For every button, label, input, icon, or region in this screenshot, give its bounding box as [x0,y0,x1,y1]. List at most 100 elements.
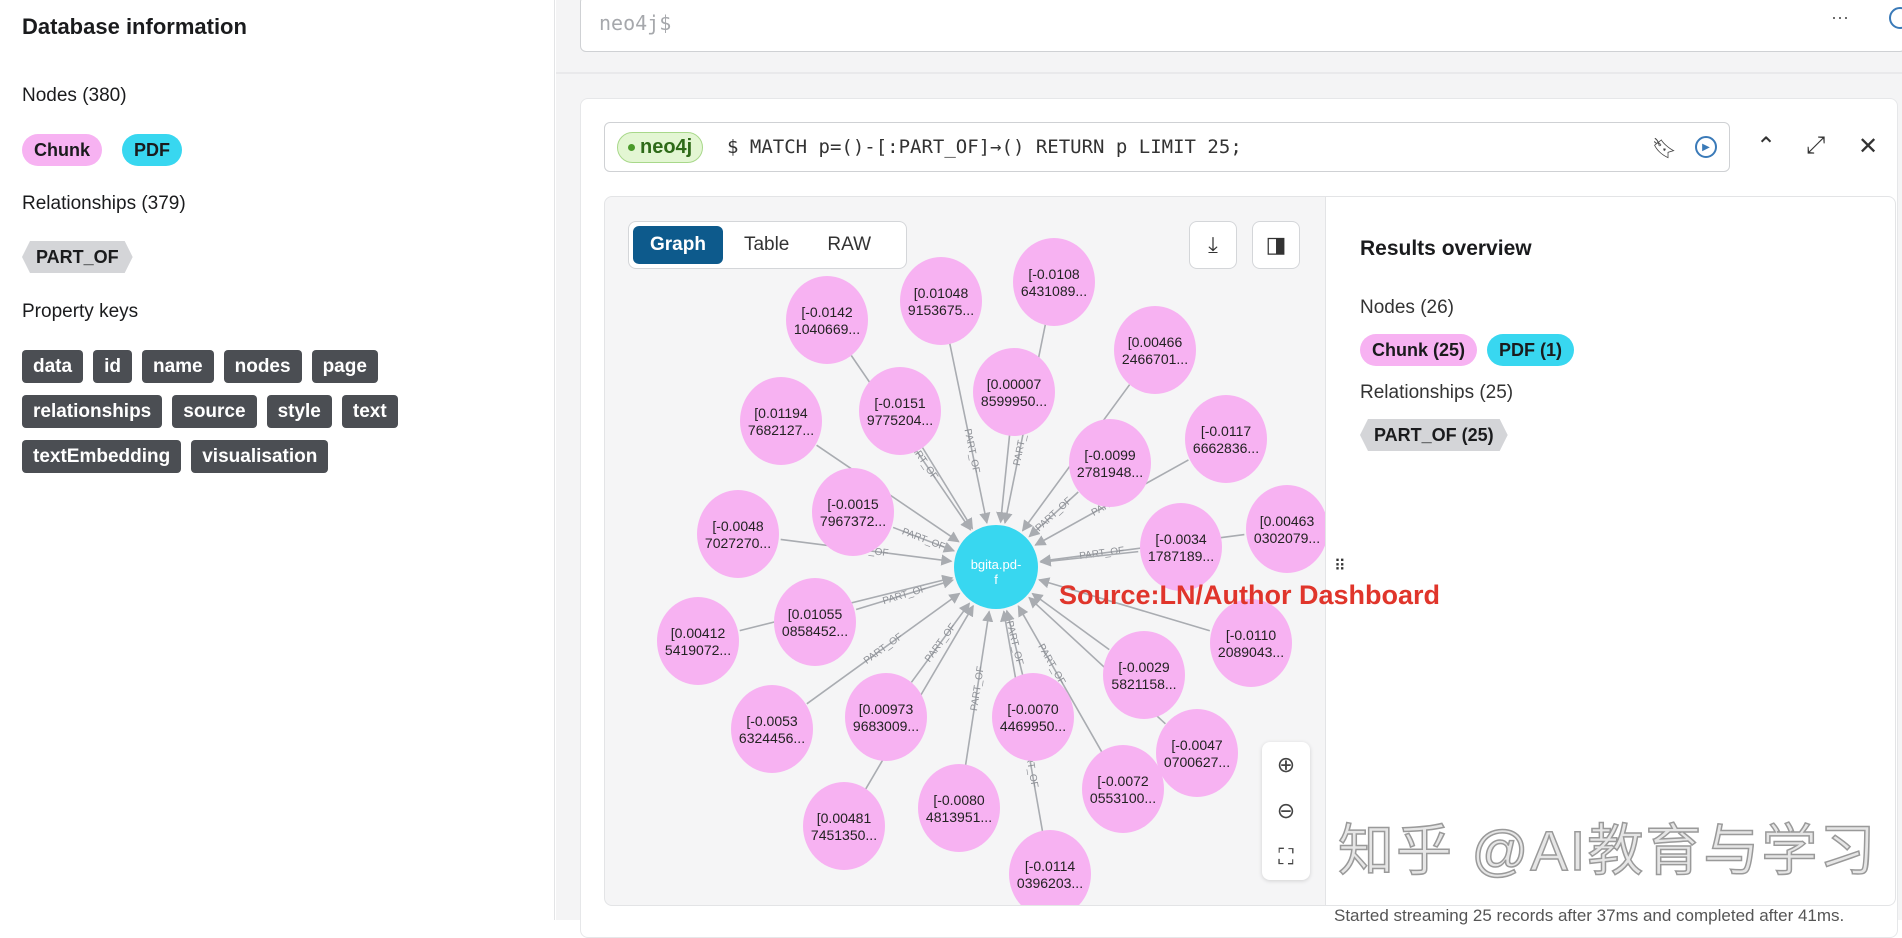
chunk-node[interactable] [900,257,982,345]
view-tabs: Graph Table RAW [628,221,907,269]
ellipsis-icon[interactable]: ··· [1831,7,1849,27]
relationship-edge[interactable] [1039,550,1139,567]
relationship-edge[interactable] [996,434,1011,524]
relationship-label: PART_OF [862,631,905,666]
property-key[interactable]: style [266,395,332,428]
chunk-node[interactable] [803,782,885,870]
download-button[interactable]: ⤓ [1189,221,1237,269]
chunk-node-label: [0.00973 [859,701,914,717]
label-chip-pdf[interactable]: PDF [122,134,182,166]
chunk-node[interactable] [740,377,822,465]
chunk-node[interactable] [1246,485,1326,573]
chunk-node-label: [-0.0117 [1201,423,1252,439]
zoom-out-icon[interactable]: ⊖ [1276,798,1296,823]
relationship-edge[interactable] [1028,491,1079,538]
query-text[interactable]: $ MATCH p=()-[:PART_OF]→() RETURN p LIMI… [727,136,1242,158]
chunk-node[interactable] [812,468,894,556]
pdf-node[interactable] [954,525,1038,609]
chunk-node[interactable] [1140,503,1222,591]
property-key[interactable]: data [22,350,84,383]
overview-chip-pdf[interactable]: PDF (1) [1487,334,1575,366]
query-bar[interactable]: neo4j $ MATCH p=()-[:PART_OF]→() RETURN … [604,122,1730,172]
zoom-in-icon[interactable]: ⊕ [1276,752,1296,777]
chunk-node-label: 0396203... [1017,875,1083,891]
chunk-node-label: [-0.0151 [874,395,926,411]
overview-chip-part-of[interactable]: PART_OF (25) [1360,419,1508,451]
watermark: 知乎 @AI教育与学习 [1337,818,1878,883]
bookmark-icon[interactable]: 🔖︎ [1651,138,1677,160]
chunk-node[interactable] [774,578,856,666]
chunk-node-label: [-0.0108 [1028,266,1080,282]
sidebar-title: Database information [22,14,247,39]
chevron-up-icon[interactable]: ⌃ [1756,133,1777,160]
graph-canvas[interactable]: PART_OF PART_OF PART_OF PART_OF PART_OF PART_… [604,196,1326,906]
tab-table[interactable]: Table [743,234,790,255]
chunk-node-label: 1787189... [1148,548,1214,564]
property-key[interactable]: name [141,350,214,383]
label-chip-chunk[interactable]: Chunk [22,134,102,166]
chunk-node[interactable] [1185,395,1267,483]
drag-handle-icon[interactable]: ⠿ [1334,558,1346,575]
chunk-node-label: [-0.0114 [1025,858,1076,874]
chunk-node[interactable] [1009,830,1091,906]
relationship-edge[interactable] [948,342,991,525]
chunk-node-label: [0.00412 [671,625,726,641]
property-key[interactable]: page [311,350,378,383]
relationship-edge[interactable] [921,447,974,530]
pdf-node-label: f [994,572,998,587]
property-key[interactable]: source [172,395,257,428]
chunk-node[interactable] [1210,599,1292,687]
chunk-node-label: [0.01048 [914,285,969,301]
close-icon[interactable]: ✕ [1858,133,1879,160]
chunk-node[interactable] [859,367,941,455]
chunk-node[interactable] [1013,238,1095,326]
chunk-node[interactable] [992,673,1074,761]
database-info-sidebar: Database information Nodes (380) Chunk P… [0,0,555,920]
play-circle-icon[interactable] [1889,7,1902,29]
chunk-node[interactable] [1103,631,1185,719]
tab-raw[interactable]: RAW [827,234,871,255]
chunk-node[interactable] [973,348,1055,436]
cypher-editor[interactable]: neo4j$ ··· [580,0,1902,52]
nodes-heading: Nodes (380) [22,85,127,106]
relationship-edge[interactable] [910,602,971,683]
relationship-edge[interactable] [964,610,994,766]
relationship-label: PART_OF [962,428,982,474]
relationship-edge[interactable] [855,577,955,611]
expand-icon[interactable]: ⤢ [1806,132,1826,159]
property-key[interactable]: textEmbedding [22,440,182,473]
overview-chip-chunk[interactable]: Chunk (25) [1360,334,1478,366]
relationship-edge[interactable] [892,526,956,553]
chunk-node[interactable] [657,597,739,685]
property-key[interactable]: text [341,395,398,428]
chunk-node[interactable] [731,685,813,773]
relationship-edge[interactable] [806,592,961,705]
chunk-node[interactable] [845,673,927,761]
chunk-node-label: 7027270... [705,535,771,551]
status-dot-icon [628,144,635,151]
graph-svg[interactable]: PART_OF PART_OF PART_OF PART_OF PART_OF PART_… [605,197,1326,906]
chunk-node[interactable] [1069,419,1151,507]
chunk-node[interactable] [697,490,779,578]
rel-chip-part-of[interactable]: PART_OF [22,241,133,273]
toggle-panel-button[interactable]: ◨ [1252,221,1300,269]
source-overlay-text: Source:LN/Author Dashboard [1059,580,1441,610]
chunk-node[interactable] [786,276,868,364]
chunk-node-label: [-0.0047 [1171,737,1223,753]
chunk-node[interactable] [918,764,1000,852]
property-key[interactable]: relationships [22,395,163,428]
tab-graph[interactable]: Graph [633,226,723,264]
status-text: Started streaming 25 records after 37ms … [1334,906,1845,925]
relationship-edge[interactable] [1031,592,1110,651]
chunk-node[interactable] [1114,306,1196,394]
property-key[interactable]: id [93,350,132,383]
relationship-edge[interactable] [1017,605,1103,753]
chunk-node-label: 0700627... [1164,754,1230,770]
property-key[interactable]: nodes [223,350,302,383]
property-key[interactable]: visualisation [191,440,329,473]
relationship-edge[interactable] [1038,577,1211,632]
chunk-node[interactable] [1082,745,1164,833]
chunk-node[interactable] [1156,709,1238,797]
play-circle-icon[interactable]: ▶ [1695,136,1717,158]
fit-to-screen-icon[interactable]: ⛶ [1278,844,1294,869]
